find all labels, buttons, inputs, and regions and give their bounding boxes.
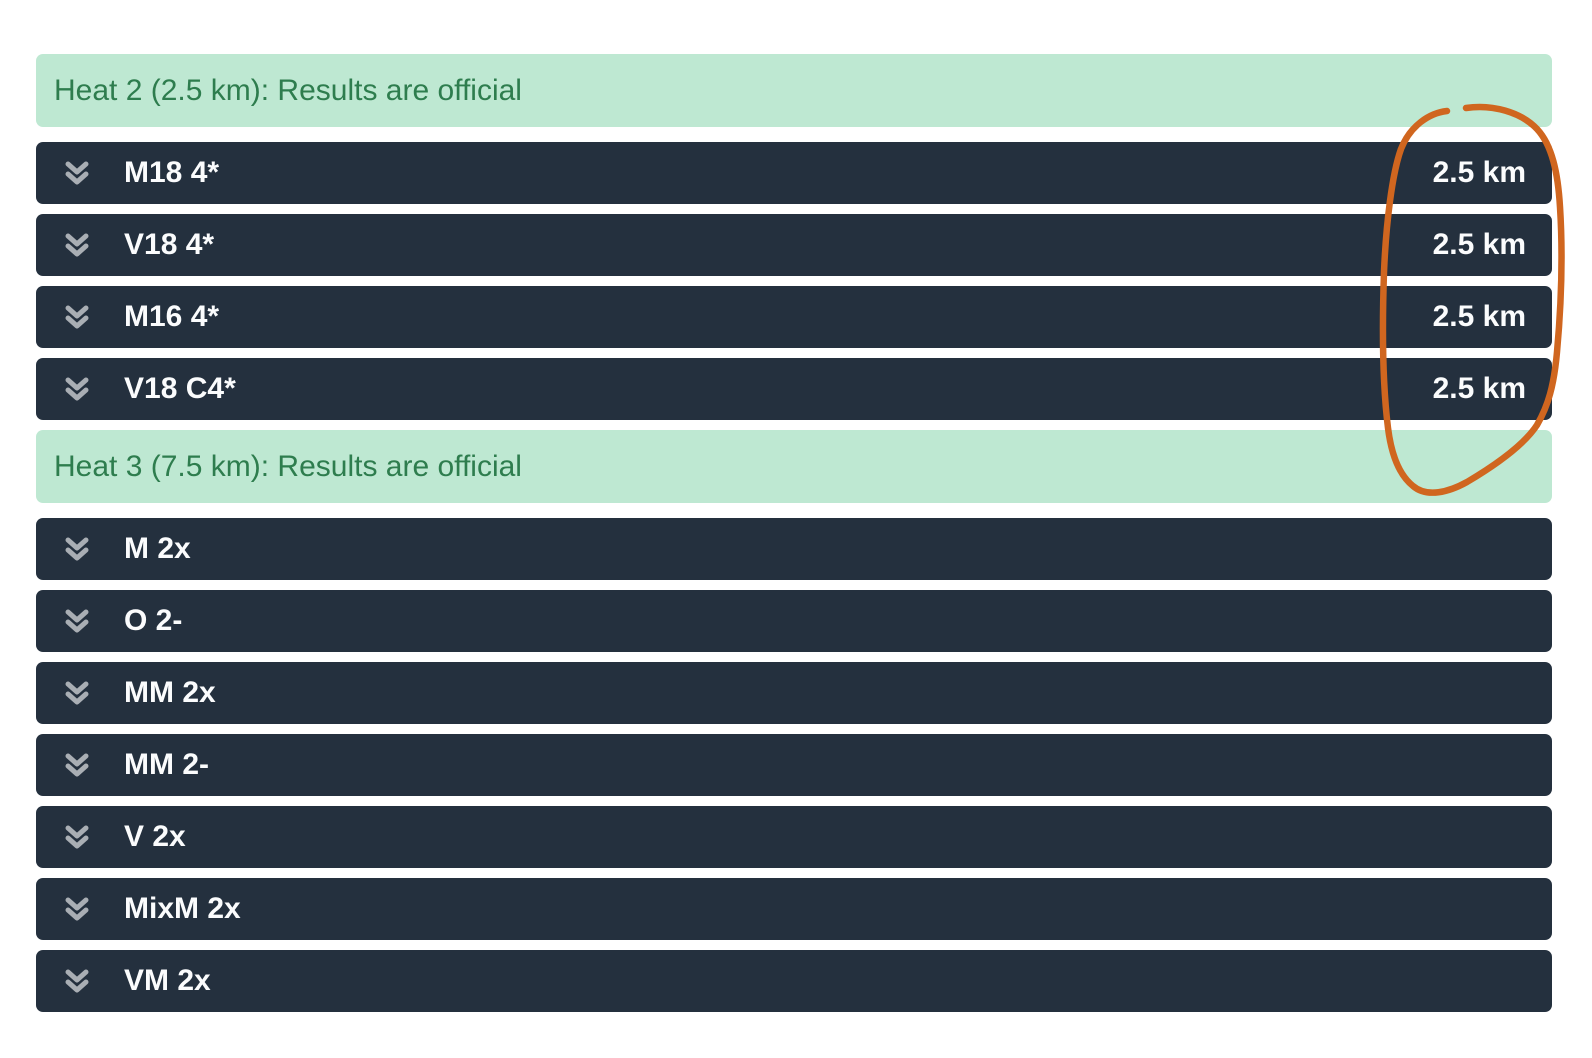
event-row-label: V18 C4* xyxy=(124,372,236,405)
event-row-label: MM 2x xyxy=(124,676,216,709)
heat-status-text: Heat 3 (7.5 km): Results are official xyxy=(54,449,522,483)
event-row[interactable]: V 2x xyxy=(36,806,1552,868)
event-row-label: MM 2- xyxy=(124,748,209,781)
event-row-label: V18 4* xyxy=(124,228,215,261)
event-row[interactable]: MM 2- xyxy=(36,734,1552,796)
heat-section: Heat 3 (7.5 km): Results are official M … xyxy=(36,430,1552,1012)
chevron-double-down-icon xyxy=(64,968,90,994)
event-row[interactable]: V18 C4* 2.5 km xyxy=(36,358,1552,420)
results-list: Heat 2 (2.5 km): Results are official M1… xyxy=(36,54,1552,1022)
heat-rows: M18 4* 2.5 km V18 4* 2.5 km M16 4* 2.5 k… xyxy=(36,142,1552,420)
heat-section: Heat 2 (2.5 km): Results are official M1… xyxy=(36,54,1552,420)
event-row[interactable]: O 2- xyxy=(36,590,1552,652)
heat-status-text: Heat 2 (2.5 km): Results are official xyxy=(54,73,522,107)
event-row-distance: 2.5 km xyxy=(1432,228,1526,261)
event-row-label: M 2x xyxy=(124,532,191,565)
chevron-double-down-icon xyxy=(64,232,90,258)
heat-status-banner: Heat 3 (7.5 km): Results are official xyxy=(36,430,1552,503)
event-row-distance: 2.5 km xyxy=(1432,156,1526,189)
event-row-label: O 2- xyxy=(124,604,183,637)
chevron-double-down-icon xyxy=(64,824,90,850)
chevron-double-down-icon xyxy=(64,160,90,186)
event-row[interactable]: M18 4* 2.5 km xyxy=(36,142,1552,204)
event-row[interactable]: MixM 2x xyxy=(36,878,1552,940)
event-row-distance: 2.5 km xyxy=(1432,372,1526,405)
chevron-double-down-icon xyxy=(64,304,90,330)
event-row-label: M16 4* xyxy=(124,300,220,333)
event-row[interactable]: V18 4* 2.5 km xyxy=(36,214,1552,276)
chevron-double-down-icon xyxy=(64,376,90,402)
event-row[interactable]: MM 2x xyxy=(36,662,1552,724)
heat-status-banner: Heat 2 (2.5 km): Results are official xyxy=(36,54,1552,127)
event-row-label: VM 2x xyxy=(124,964,211,997)
event-row-label: MixM 2x xyxy=(124,892,241,925)
event-row-label: V 2x xyxy=(124,820,186,853)
event-row[interactable]: VM 2x xyxy=(36,950,1552,1012)
chevron-double-down-icon xyxy=(64,752,90,778)
event-row-distance: 2.5 km xyxy=(1432,300,1526,333)
event-row[interactable]: M 2x xyxy=(36,518,1552,580)
chevron-double-down-icon xyxy=(64,896,90,922)
chevron-double-down-icon xyxy=(64,680,90,706)
chevron-double-down-icon xyxy=(64,536,90,562)
heat-rows: M 2x O 2- MM 2x MM 2- xyxy=(36,518,1552,1012)
event-row-label: M18 4* xyxy=(124,156,220,189)
chevron-double-down-icon xyxy=(64,608,90,634)
event-row[interactable]: M16 4* 2.5 km xyxy=(36,286,1552,348)
